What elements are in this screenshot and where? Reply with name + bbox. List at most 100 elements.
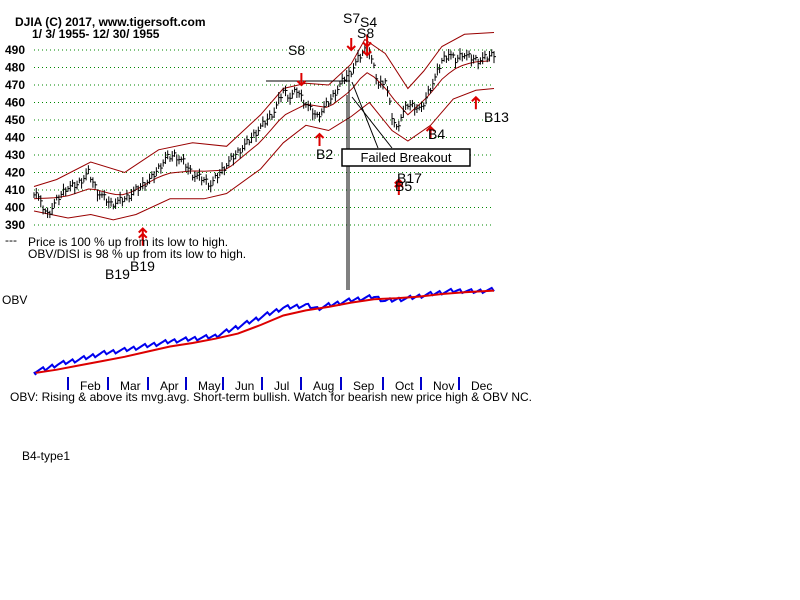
price-bar bbox=[110, 197, 114, 207]
price-bar bbox=[257, 126, 261, 136]
y-tick-460: 460 bbox=[5, 96, 25, 110]
price-bar bbox=[201, 176, 204, 186]
price-bar bbox=[117, 196, 120, 205]
price-bar bbox=[135, 184, 138, 190]
chart-title: DJIA (C) 2017, www.tigersoft.com bbox=[15, 15, 205, 29]
price-bar bbox=[312, 108, 315, 121]
price-bar bbox=[450, 50, 453, 60]
price-bar bbox=[439, 64, 442, 74]
price-bar bbox=[477, 58, 481, 70]
price-bar bbox=[74, 181, 77, 195]
price-bar bbox=[92, 177, 95, 188]
price-bar bbox=[42, 205, 46, 215]
price-bar bbox=[65, 187, 68, 197]
price-bar bbox=[355, 58, 358, 66]
price-bar bbox=[461, 52, 465, 62]
price-bar bbox=[298, 90, 302, 98]
upper-band-line bbox=[33, 32, 495, 187]
price-bars bbox=[33, 43, 496, 219]
price-bar bbox=[382, 80, 385, 90]
price-bar bbox=[49, 210, 52, 219]
price-bar bbox=[309, 102, 313, 111]
price-bar bbox=[223, 166, 227, 176]
price-bar bbox=[67, 185, 70, 192]
price-bar bbox=[78, 177, 82, 184]
price-bar bbox=[169, 156, 172, 162]
price-bar bbox=[396, 124, 399, 130]
signal-label-b5: B5 bbox=[395, 178, 412, 194]
price-bar bbox=[393, 118, 397, 128]
price-bar bbox=[251, 132, 254, 144]
price-bar bbox=[454, 57, 458, 69]
price-bar bbox=[230, 152, 234, 161]
month-label-jul: Jul bbox=[274, 379, 289, 393]
signal-b5: B5 bbox=[394, 178, 412, 195]
price-bar bbox=[103, 189, 107, 201]
month-label-nov: Nov bbox=[433, 379, 454, 393]
price-bar bbox=[196, 171, 200, 180]
y-tick-440: 440 bbox=[5, 131, 25, 145]
price-bar bbox=[300, 89, 304, 102]
price-bar bbox=[493, 51, 496, 64]
price-bar bbox=[51, 202, 55, 216]
buy-arrow-icon bbox=[314, 132, 325, 146]
price-bar bbox=[87, 165, 91, 175]
price-bar bbox=[253, 129, 256, 137]
price-bar bbox=[282, 87, 286, 94]
price-bar bbox=[121, 197, 125, 207]
price-bar bbox=[269, 110, 272, 120]
obv-moving-average-line bbox=[33, 289, 495, 375]
price-bar bbox=[226, 163, 229, 169]
failed-breakout-pointer-2 bbox=[351, 96, 393, 149]
price-bar bbox=[271, 114, 274, 121]
price-bar bbox=[167, 150, 170, 160]
price-bar bbox=[303, 99, 306, 109]
price-bar bbox=[420, 101, 424, 112]
price-bar bbox=[377, 81, 381, 89]
price-bar bbox=[219, 169, 222, 177]
price-bar bbox=[466, 49, 469, 61]
buy-arrow-icon bbox=[138, 232, 148, 246]
price-bar bbox=[140, 183, 143, 191]
price-bar bbox=[423, 102, 426, 110]
price-bar bbox=[149, 173, 152, 185]
price-bar bbox=[112, 203, 116, 210]
price-bar bbox=[305, 102, 308, 108]
price-bar bbox=[173, 149, 177, 157]
sell-arrow-icon bbox=[362, 43, 372, 57]
price-bar bbox=[430, 87, 433, 94]
price-bar bbox=[128, 195, 132, 203]
price-bar bbox=[40, 195, 43, 208]
price-bar bbox=[445, 55, 449, 63]
signal-label-b19: B19 bbox=[130, 258, 155, 274]
price-bar bbox=[350, 71, 354, 78]
price-bar bbox=[212, 176, 216, 186]
price-bar bbox=[357, 50, 361, 63]
price-bar bbox=[457, 54, 460, 63]
price-bar bbox=[69, 180, 73, 192]
price-bar bbox=[398, 120, 401, 132]
signal-s8: S8 bbox=[288, 42, 307, 87]
price-bar bbox=[53, 198, 57, 208]
signal-label-s4: S4 bbox=[360, 14, 377, 30]
price-bar bbox=[115, 198, 118, 209]
price-bar bbox=[386, 86, 390, 97]
obv-comment: OBV: Rising & above its mvg.avg. Short-t… bbox=[10, 390, 532, 404]
price-bar bbox=[189, 164, 193, 174]
signal-s7: S7 bbox=[343, 10, 360, 52]
price-bar bbox=[464, 53, 467, 59]
price-bar bbox=[144, 182, 148, 191]
price-bar bbox=[473, 54, 476, 64]
price-bar bbox=[264, 120, 268, 128]
price-bar bbox=[488, 51, 492, 62]
y-tick-470: 470 bbox=[5, 78, 25, 92]
price-bar bbox=[448, 48, 451, 62]
price-bar bbox=[452, 52, 456, 59]
price-bar bbox=[296, 87, 299, 98]
price-bar bbox=[38, 193, 41, 201]
sell-arrow-icon bbox=[296, 73, 307, 87]
price-bar bbox=[160, 163, 163, 174]
price-bar bbox=[287, 94, 290, 102]
price-bar bbox=[425, 92, 429, 105]
price-bar bbox=[81, 178, 84, 189]
